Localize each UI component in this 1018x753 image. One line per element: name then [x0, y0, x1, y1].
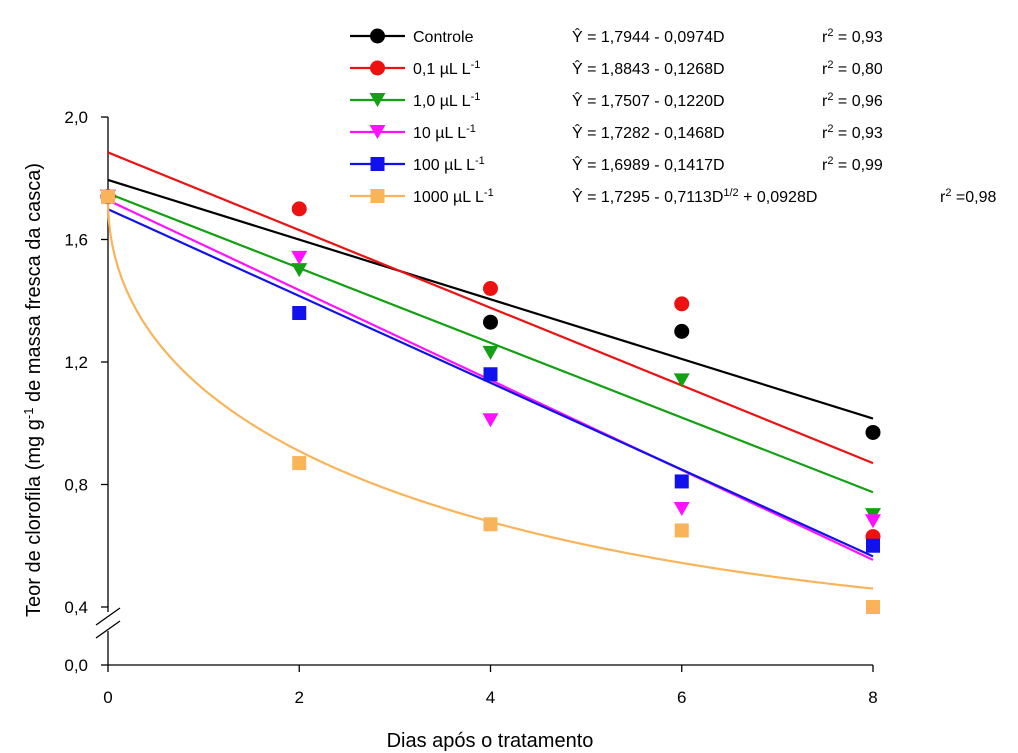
legend-label: Controle [413, 29, 474, 46]
fit-line [107, 192, 874, 494]
data-point [101, 189, 115, 204]
data-point [291, 250, 308, 265]
data-points [100, 189, 881, 614]
y-axis-label: Teor de clorofila (mg g-1 de massa fresc… [21, 163, 46, 617]
data-point [483, 281, 498, 296]
legend-label: 1000 µL L-1 [413, 187, 494, 206]
legend-marker [370, 28, 385, 44]
data-point [866, 600, 880, 614]
x-tick-label: 8 [868, 688, 877, 707]
legend-label: 10 µL L-1 [413, 123, 476, 142]
data-point [674, 474, 689, 489]
data-point [292, 456, 307, 471]
data-point [291, 201, 307, 217]
legend-label: 100 µL L-1 [413, 155, 485, 174]
x-tick-label: 4 [486, 688, 495, 707]
r-squared: r2 = 0,99 [822, 155, 883, 174]
data-point [866, 538, 880, 553]
regression-equation: Ŷ = 1,7295 - 0,7113D1/2 + 0,0928D [572, 187, 817, 206]
y-tick-label: 0,8 [64, 476, 88, 495]
legend-label: 1,0 µL L-1 [413, 91, 480, 110]
legend: Controle 0,1 µL L-1 1,0 µL L-1 10 µL L-1 100… [350, 28, 494, 206]
r-squared: r2 = 0,96 [822, 91, 883, 110]
data-point [292, 306, 307, 320]
fit-line [107, 151, 874, 465]
data-point [483, 517, 498, 532]
y-tick-label: 0,4 [64, 598, 88, 617]
legend-marker [369, 125, 386, 139]
regression-equation: Ŷ = 1,7507 - 0,1220D [572, 91, 725, 110]
x-tick-label: 6 [677, 688, 686, 707]
y-tick-label: 0,0 [64, 656, 88, 675]
y-tick-label: 2,0 [64, 108, 88, 127]
r-squared: r2 = 0,80 [822, 59, 883, 78]
data-point [673, 373, 690, 388]
data-point [291, 263, 308, 278]
x-axis-label: Dias após o tratamento [387, 730, 594, 752]
regression-equation: Ŷ = 1,7944 - 0,0974D [572, 27, 725, 46]
fit-lines [106, 151, 874, 590]
data-point [483, 314, 498, 330]
r-squared: r2 = 0,93 [822, 123, 883, 142]
fit-line [107, 178, 874, 420]
data-point [674, 323, 690, 339]
legend-marker [370, 60, 385, 76]
axis-labels: Dias após o tratamento Teor de clorofila … [21, 163, 594, 752]
data-point [673, 502, 690, 516]
data-point [483, 367, 498, 382]
legend-marker [370, 189, 385, 203]
x-tick-label: 2 [295, 688, 304, 707]
axis-break-mark [95, 607, 121, 626]
data-point [865, 514, 881, 529]
regression-equation: Ŷ = 1,8843 - 0,1268D [572, 59, 725, 78]
legend-marker [370, 157, 385, 171]
r-squared: r2 =0,98 [940, 187, 996, 206]
equations: Ŷ = 1,7944 - 0,0974D r2 = 0,93 Ŷ = 1,8843 … [572, 27, 996, 206]
regression-equation: Ŷ = 1,6989 - 0,1417D [572, 155, 725, 174]
r-squared: r2 = 0,93 [822, 27, 883, 46]
data-point [482, 345, 499, 360]
axis-break-mark [95, 620, 121, 639]
data-point [674, 296, 690, 312]
y-tick-label: 1,6 [64, 231, 88, 250]
data-point [482, 413, 499, 428]
data-point [674, 523, 689, 538]
fit-line [107, 208, 874, 558]
x-tick-label: 0 [103, 688, 112, 707]
legend-marker [369, 93, 386, 107]
data-point [865, 424, 881, 440]
legend-label: 0,1 µL L-1 [413, 59, 480, 78]
fit-line [106, 199, 874, 590]
axes: 0 2 4 6 8 0,0 0,4 0,8 1,2 1,6 2,0 [64, 108, 877, 707]
regression-equation: Ŷ = 1,7282 - 0,1468D [572, 123, 725, 142]
y-tick-label: 1,2 [64, 353, 88, 372]
